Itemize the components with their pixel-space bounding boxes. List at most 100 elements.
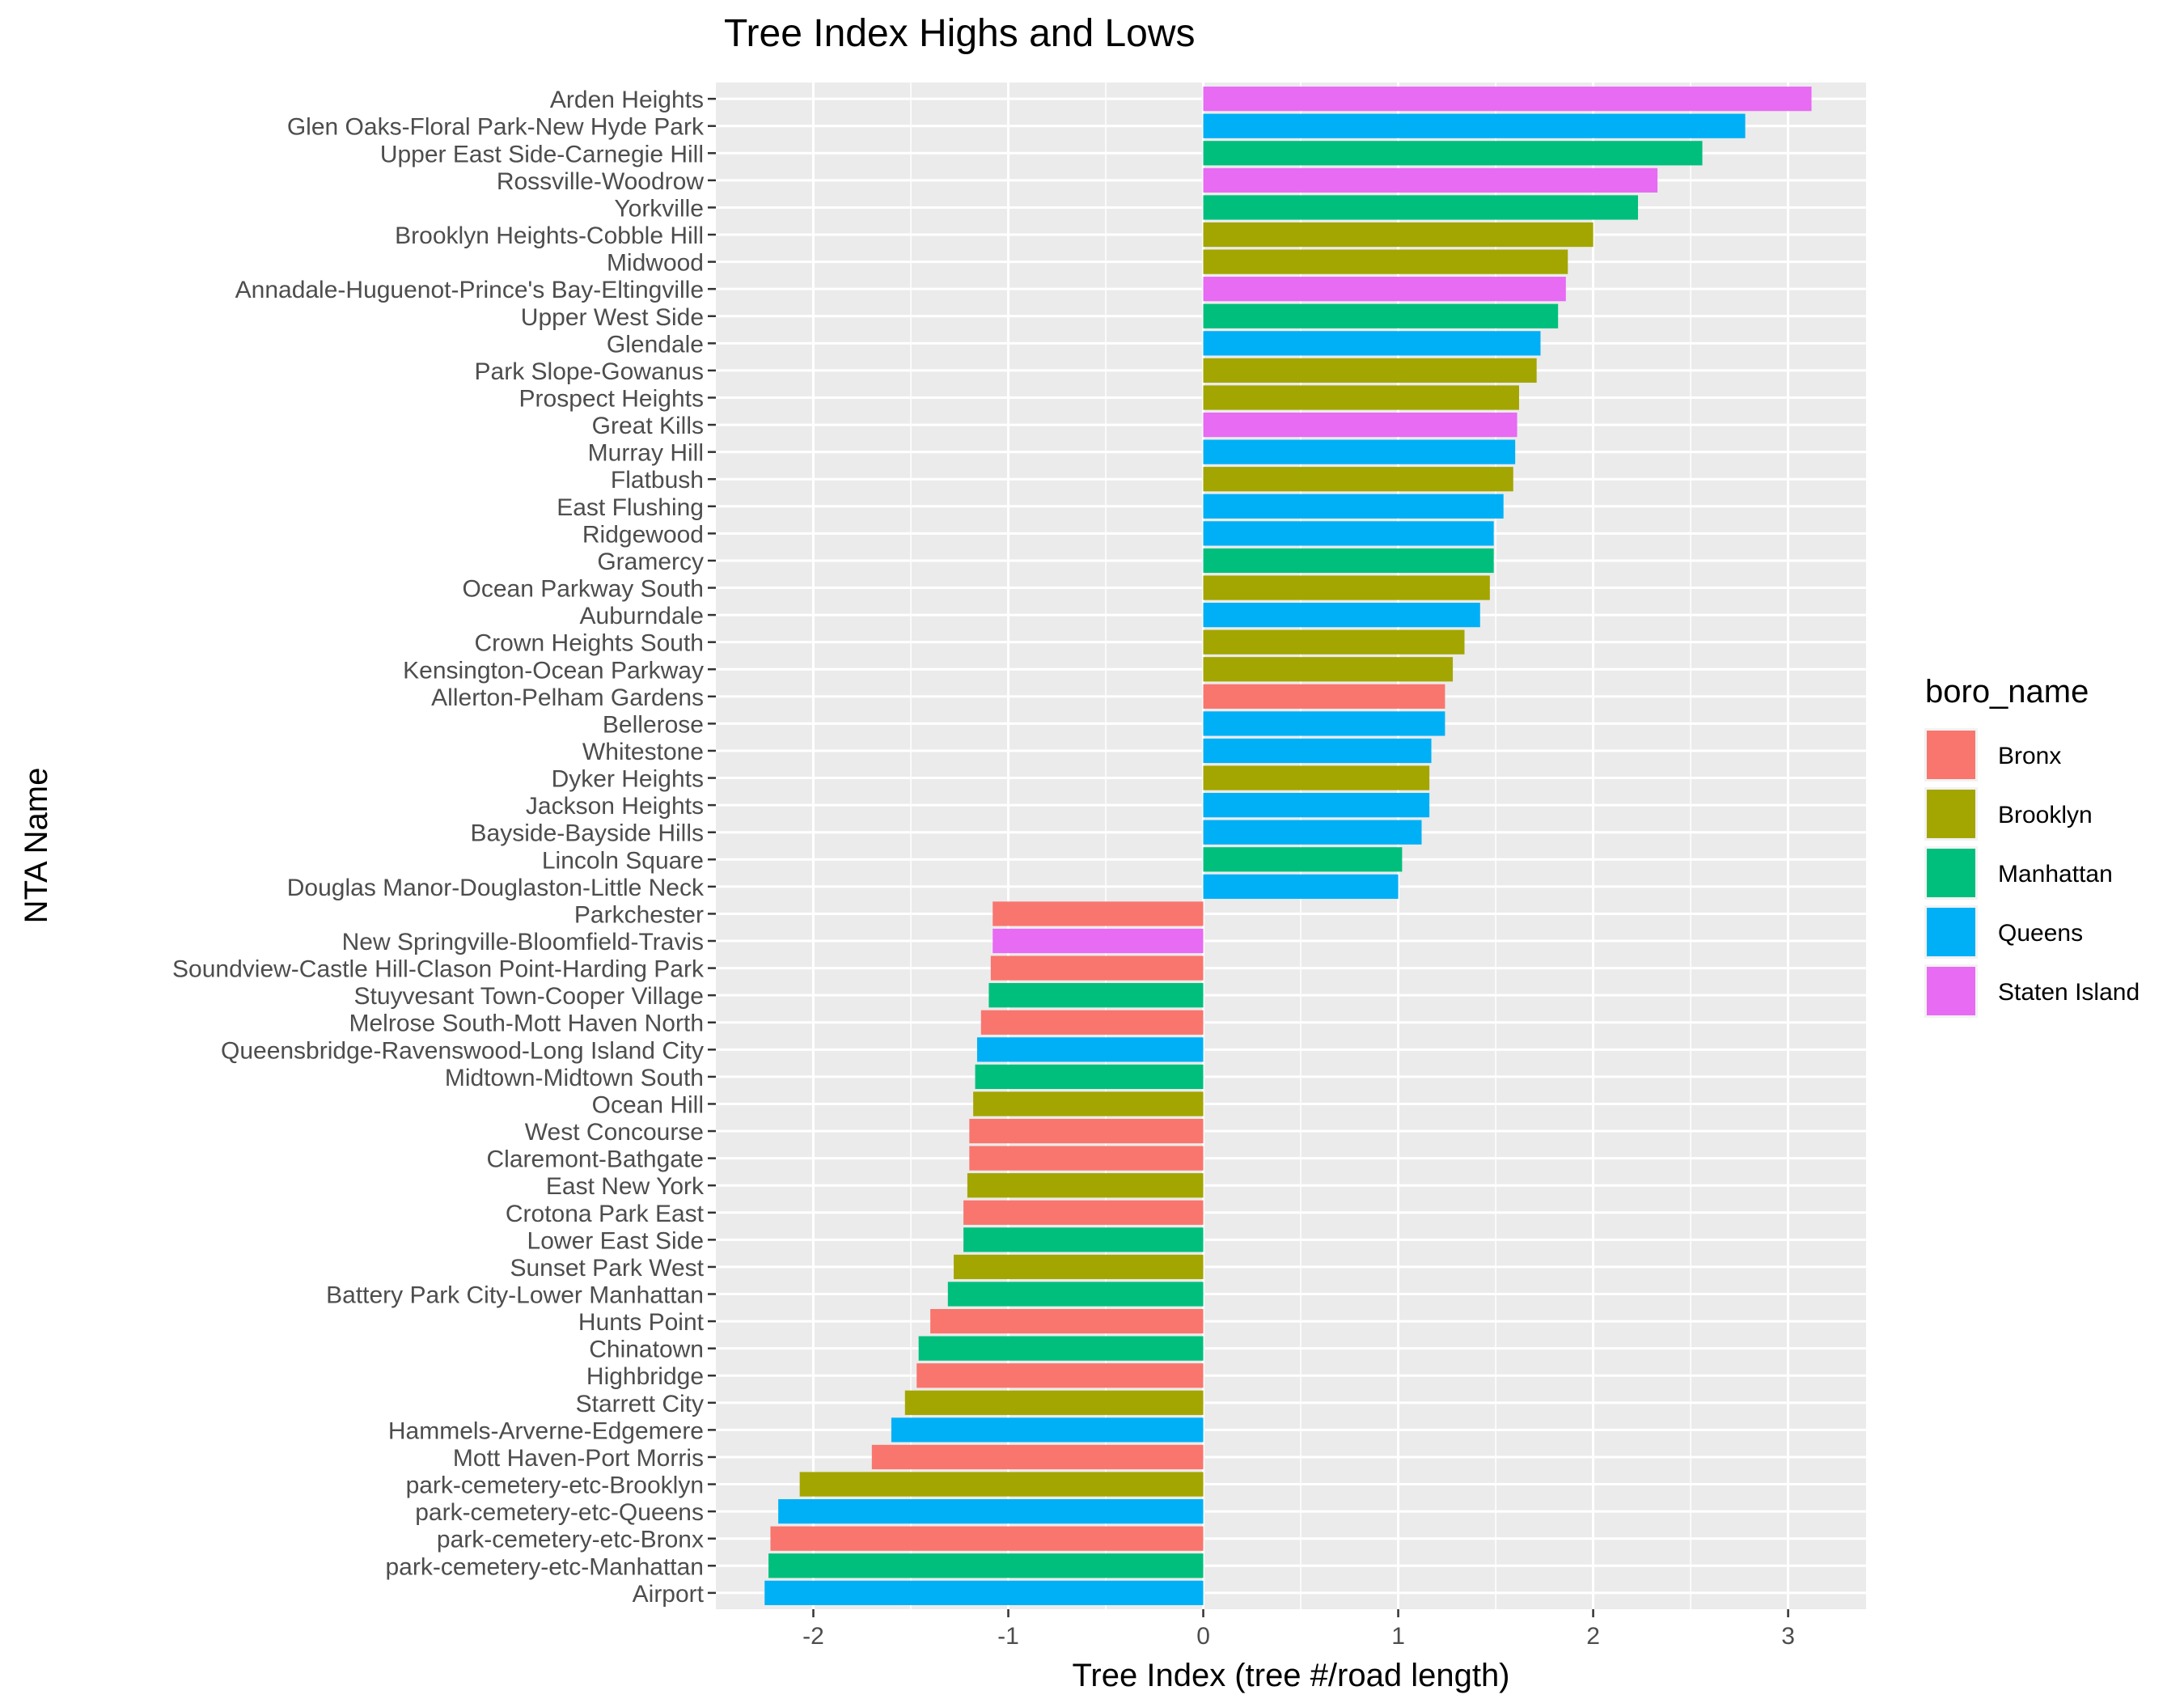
bar [980, 1010, 1204, 1035]
bar [1203, 657, 1454, 682]
bar [1203, 765, 1430, 790]
legend-label: Manhattan [1998, 861, 2113, 888]
y-tick-label: Bayside-Bayside Hills [471, 820, 704, 847]
y-tick-label: Melrose South-Mott Haven North [349, 1011, 704, 1037]
y-tick-label: Dyker Heights [552, 766, 704, 793]
y-tick-label: Sunset Park West [510, 1255, 704, 1282]
bar [1203, 820, 1422, 845]
bar [891, 1417, 1204, 1443]
y-tick-label: Midwood [607, 250, 704, 277]
bar [969, 1118, 1204, 1144]
bar [990, 955, 1204, 981]
legend-swatch [1927, 849, 1975, 897]
bar [1203, 793, 1430, 818]
y-tick-label: Douglas Manor-Douglaston-Little Neck [287, 875, 705, 901]
bar [1203, 711, 1445, 736]
y-tick-label: Crotona Park East [506, 1201, 705, 1227]
y-tick-label: Upper West Side [521, 304, 704, 331]
legend: boro_name Bronx Brooklyn Manhattan Queens St… [1924, 674, 2140, 1018]
bar [930, 1308, 1204, 1334]
legend-title: boro_name [1925, 674, 2089, 710]
y-tick-label: Kensington-Ocean Parkway [403, 657, 704, 684]
legend-items: Bronx Brooklyn Manhattan Queens Staten Islan… [1924, 728, 2140, 1018]
y-tick-label: Glen Oaks-Floral Park-New Hyde Park [287, 114, 705, 141]
bar [1203, 738, 1432, 764]
bar [1203, 141, 1703, 166]
bar [1203, 439, 1516, 464]
bar [969, 1146, 1204, 1171]
y-tick-label: Battery Park City-Lower Manhattan [326, 1282, 704, 1309]
legend-swatch [1927, 908, 1975, 956]
legend-label: Bronx [1998, 743, 2061, 769]
bar [1203, 575, 1490, 600]
y-tick-label: Lincoln Square [542, 847, 704, 874]
bars-group [764, 87, 1812, 1605]
y-tick-label: New Springville-Bloomfield-Travis [342, 929, 704, 955]
chart-title: Tree Index Highs and Lows [724, 12, 1196, 55]
bar [1203, 385, 1519, 410]
bar [1203, 358, 1537, 383]
y-tick-label: Auburndale [580, 603, 704, 629]
legend-label: Queens [1998, 920, 2083, 947]
bar [1203, 548, 1494, 574]
x-axis-title: Tree Index (tree #/road length) [1072, 1658, 1509, 1693]
bar [988, 983, 1204, 1008]
y-tick-label: Allerton-Pelham Gardens [431, 684, 704, 711]
y-tick-label: Airport [633, 1581, 705, 1608]
bar [954, 1254, 1204, 1280]
y-tick-label: Ocean Hill [592, 1091, 704, 1118]
y-tick-label: Glendale [607, 331, 704, 358]
y-tick-label: East New York [546, 1173, 705, 1200]
y-tick-label: park-cemetery-etc-Queens [415, 1499, 704, 1526]
y-tick-label: park-cemetery-etc-Brooklyn [406, 1472, 704, 1499]
bar [768, 1553, 1204, 1578]
y-tick-label: Rossville-Woodrow [497, 168, 705, 195]
legend-swatch [1927, 790, 1975, 838]
y-tick-label: Hammels-Arverne-Edgemere [388, 1417, 704, 1444]
bar [770, 1526, 1204, 1551]
y-tick-label: Ocean Parkway South [463, 576, 705, 603]
y-tick-label: Claremont-Bathgate [487, 1146, 704, 1173]
y-tick-label: Prospect Heights [519, 385, 704, 412]
bar [1203, 277, 1566, 302]
y-tick-label: Highbridge [586, 1363, 704, 1390]
y-tick-label: Ridgewood [582, 521, 704, 548]
bar [1203, 629, 1465, 655]
x-tick-label: 2 [1586, 1623, 1600, 1650]
y-tick-label: Annadale-Huguenot-Prince's Bay-Eltingvil… [235, 277, 704, 303]
bar [871, 1444, 1204, 1470]
y-tick-label: Park Slope-Gowanus [475, 358, 704, 385]
bar [778, 1499, 1204, 1524]
bar [947, 1282, 1204, 1307]
y-tick-label: Midtown-Midtown South [445, 1065, 704, 1091]
bar [904, 1390, 1204, 1415]
bar [764, 1580, 1204, 1605]
y-tick-label: Parkchester [574, 901, 704, 928]
y-tick-label: Flatbush [611, 467, 704, 494]
y-tick-label: Chinatown [589, 1337, 704, 1363]
y-tick-label: Queensbridge-Ravenswood-Long Island City [221, 1037, 704, 1064]
y-tick-label: Soundview-Castle Hill-Clason Point-Hardi… [172, 956, 705, 983]
bar [975, 1064, 1204, 1090]
bar [993, 928, 1204, 954]
y-tick-label: Arden Heights [550, 87, 704, 113]
bar [1203, 494, 1504, 519]
y-tick-label: West Concourse [525, 1119, 704, 1146]
y-tick-label: Crown Heights South [475, 630, 704, 657]
bar [1203, 412, 1517, 438]
bar [1203, 87, 1812, 112]
bar [1203, 847, 1403, 872]
y-tick-label: East Flushing [557, 494, 704, 521]
y-tick-label: Bellerose [603, 711, 704, 738]
x-tick-label: 3 [1781, 1623, 1795, 1650]
y-tick-label: Gramercy [597, 549, 704, 575]
bar [1203, 684, 1445, 709]
bar [963, 1227, 1204, 1252]
bar [1203, 113, 1746, 138]
y-tick-label: Starrett City [576, 1391, 704, 1417]
y-tick-label: Jackson Heights [526, 793, 704, 820]
bar [1203, 331, 1541, 356]
bar [973, 1091, 1204, 1116]
